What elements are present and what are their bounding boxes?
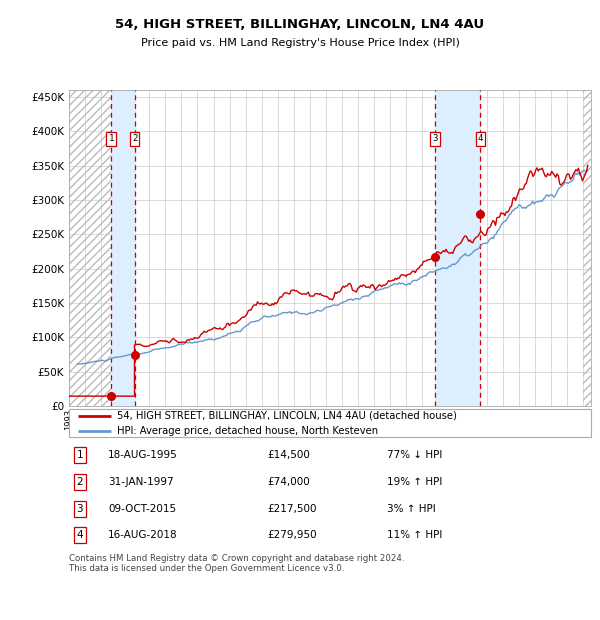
Text: 1: 1	[109, 135, 114, 143]
Text: 54, HIGH STREET, BILLINGHAY, LINCOLN, LN4 4AU: 54, HIGH STREET, BILLINGHAY, LINCOLN, LN…	[115, 19, 485, 31]
Text: HPI: Average price, detached house, North Kesteven: HPI: Average price, detached house, Nort…	[117, 425, 378, 436]
Text: Price paid vs. HM Land Registry's House Price Index (HPI): Price paid vs. HM Land Registry's House …	[140, 38, 460, 48]
Text: £217,500: £217,500	[267, 503, 317, 514]
Text: 18-AUG-1995: 18-AUG-1995	[108, 450, 178, 461]
Bar	[69, 90, 111, 406]
Bar	[435, 90, 481, 406]
Bar	[111, 90, 134, 406]
Bar	[583, 90, 591, 406]
Text: 3: 3	[432, 135, 437, 143]
Text: 2: 2	[132, 135, 137, 143]
Text: 77% ↓ HPI: 77% ↓ HPI	[387, 450, 442, 461]
Text: £74,000: £74,000	[267, 477, 310, 487]
Text: 11% ↑ HPI: 11% ↑ HPI	[387, 530, 442, 541]
Text: Contains HM Land Registry data © Crown copyright and database right 2024.
This d: Contains HM Land Registry data © Crown c…	[69, 554, 404, 573]
Text: £279,950: £279,950	[267, 530, 317, 541]
Text: 3: 3	[76, 503, 83, 514]
Text: 2: 2	[76, 477, 83, 487]
Text: £14,500: £14,500	[267, 450, 310, 461]
Text: 31-JAN-1997: 31-JAN-1997	[108, 477, 173, 487]
Text: 1: 1	[76, 450, 83, 461]
Text: 19% ↑ HPI: 19% ↑ HPI	[387, 477, 442, 487]
Text: 54, HIGH STREET, BILLINGHAY, LINCOLN, LN4 4AU (detached house): 54, HIGH STREET, BILLINGHAY, LINCOLN, LN…	[117, 410, 457, 421]
Text: 4: 4	[76, 530, 83, 541]
Text: 16-AUG-2018: 16-AUG-2018	[108, 530, 178, 541]
Text: 3% ↑ HPI: 3% ↑ HPI	[387, 503, 436, 514]
Text: 09-OCT-2015: 09-OCT-2015	[108, 503, 176, 514]
Text: 4: 4	[478, 135, 483, 143]
